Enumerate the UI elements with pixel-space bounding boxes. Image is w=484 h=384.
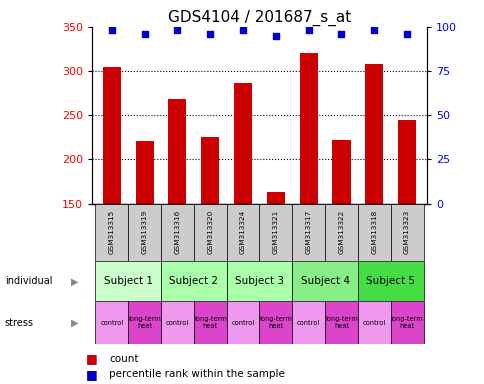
Text: ■: ■ (86, 353, 98, 366)
Text: GSM313321: GSM313321 (272, 210, 278, 255)
Bar (292, 204, 324, 261)
Text: ■: ■ (86, 368, 98, 381)
Point (206, 31, 214, 37)
Text: long-term
heat: long-term heat (128, 316, 161, 329)
Text: Subject 3: Subject 3 (234, 276, 284, 286)
Text: GSM313316: GSM313316 (174, 210, 180, 255)
Text: control: control (297, 319, 319, 326)
Bar (161, 261, 226, 301)
Bar (161, 301, 194, 344)
Text: ▶: ▶ (71, 276, 79, 286)
Bar (226, 204, 259, 261)
Bar (136, 141, 153, 204)
Point (173, 27, 181, 33)
Bar (234, 83, 252, 204)
Text: individual: individual (5, 276, 52, 286)
Point (370, 27, 378, 33)
Bar (324, 204, 357, 261)
Bar (95, 261, 161, 301)
Bar (194, 301, 226, 344)
Text: GSM313322: GSM313322 (338, 210, 344, 255)
Point (337, 31, 345, 37)
Bar (95, 301, 128, 344)
Text: GSM313324: GSM313324 (240, 210, 245, 255)
Text: control: control (100, 319, 123, 326)
Bar (390, 204, 423, 261)
Text: long-term
heat: long-term heat (194, 316, 226, 329)
Point (304, 27, 312, 33)
Text: GSM313317: GSM313317 (305, 210, 311, 255)
Point (239, 27, 246, 33)
Text: Subject 4: Subject 4 (300, 276, 349, 286)
Text: GSM313323: GSM313323 (403, 210, 409, 255)
Bar (364, 64, 382, 204)
Text: long-term
heat: long-term heat (324, 316, 357, 329)
Bar (226, 261, 292, 301)
Text: control: control (166, 319, 189, 326)
Bar (95, 204, 128, 261)
Text: count: count (109, 354, 138, 364)
Text: Subject 1: Subject 1 (104, 276, 152, 286)
Bar (357, 301, 390, 344)
Text: control: control (362, 319, 385, 326)
Bar (292, 301, 324, 344)
Bar (168, 99, 186, 204)
Text: ▶: ▶ (71, 318, 79, 328)
Bar (161, 204, 194, 261)
Text: long-term
heat: long-term heat (390, 316, 423, 329)
Bar (103, 67, 121, 204)
Bar (226, 301, 259, 344)
Text: control: control (231, 319, 254, 326)
Bar (128, 301, 161, 344)
Bar (292, 261, 357, 301)
Bar (332, 140, 350, 204)
Point (402, 31, 410, 37)
Title: GDS4104 / 201687_s_at: GDS4104 / 201687_s_at (167, 9, 350, 25)
Bar (299, 53, 317, 204)
Bar (128, 204, 161, 261)
Text: GSM313318: GSM313318 (371, 210, 377, 255)
Text: long-term
heat: long-term heat (259, 316, 292, 329)
Bar (266, 192, 284, 204)
Text: percentile rank within the sample: percentile rank within the sample (109, 369, 285, 379)
Bar (324, 301, 357, 344)
Bar (201, 137, 219, 204)
Bar (357, 261, 423, 301)
Text: GSM313320: GSM313320 (207, 210, 213, 255)
Bar (390, 301, 423, 344)
Text: Subject 5: Subject 5 (365, 276, 414, 286)
Text: GSM313319: GSM313319 (141, 210, 147, 255)
Bar (194, 204, 226, 261)
Text: GSM313315: GSM313315 (108, 210, 115, 255)
Bar (397, 120, 415, 204)
Text: Subject 2: Subject 2 (169, 276, 218, 286)
Point (108, 27, 116, 33)
Point (272, 33, 279, 39)
Bar (259, 301, 292, 344)
Point (140, 31, 148, 37)
Bar (259, 204, 292, 261)
Text: stress: stress (5, 318, 34, 328)
Bar (357, 204, 390, 261)
